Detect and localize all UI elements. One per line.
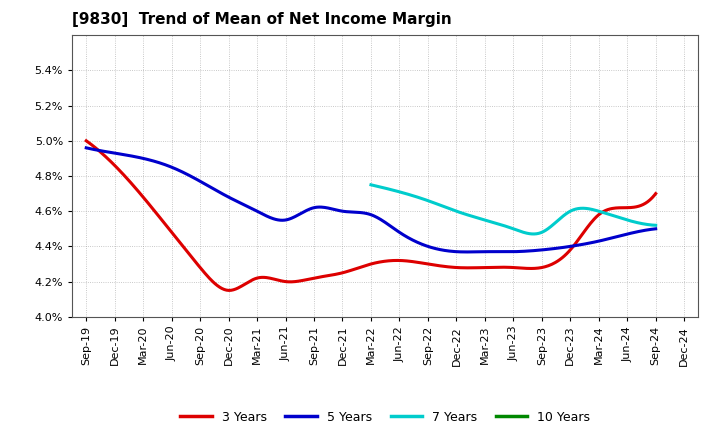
3 Years <box>82 138 91 143</box>
Line: 3 Years: 3 Years <box>86 141 656 290</box>
7 Years <box>600 210 609 216</box>
Text: [9830]  Trend of Mean of Net Income Margin: [9830] Trend of Mean of Net Income Margi… <box>72 12 451 27</box>
5 Years <box>352 209 361 215</box>
7 Years <box>521 230 529 235</box>
Line: 7 Years: 7 Years <box>371 185 656 234</box>
5 Years <box>421 243 430 248</box>
5 Years <box>462 249 471 255</box>
7 Years <box>529 231 538 237</box>
3 Years <box>391 258 400 263</box>
3 Years <box>550 260 559 266</box>
7 Years <box>503 224 512 230</box>
5 Years <box>639 228 647 233</box>
7 Years <box>366 182 375 187</box>
5 Years <box>550 246 559 251</box>
7 Years <box>645 222 654 227</box>
5 Years <box>652 226 660 231</box>
Line: 5 Years: 5 Years <box>86 148 656 252</box>
7 Years <box>536 230 545 235</box>
3 Years <box>225 288 233 293</box>
5 Years <box>356 210 364 215</box>
5 Years <box>82 145 91 150</box>
3 Years <box>422 261 431 266</box>
3 Years <box>354 265 362 271</box>
5 Years <box>390 226 399 231</box>
3 Years <box>639 202 647 207</box>
7 Years <box>652 223 660 228</box>
7 Years <box>502 224 510 229</box>
3 Years <box>357 264 366 270</box>
Legend: 3 Years, 5 Years, 7 Years, 10 Years: 3 Years, 5 Years, 7 Years, 10 Years <box>176 406 595 429</box>
3 Years <box>652 191 660 196</box>
